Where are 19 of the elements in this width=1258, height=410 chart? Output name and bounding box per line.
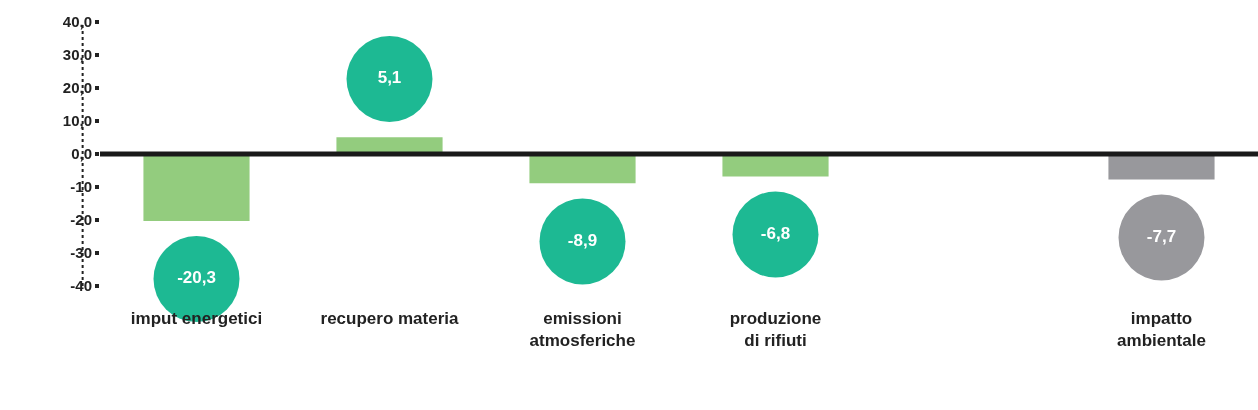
y-tick-label: 30,0	[62, 46, 92, 64]
data-label: -20,3	[177, 268, 216, 288]
y-tick-label: 10,0	[62, 112, 92, 130]
x-tick-label: recupero materia	[320, 309, 460, 328]
x-tick-label: imput energetici	[130, 309, 263, 328]
y-tick-label: -20	[70, 211, 92, 229]
y-tick-label: 40,0	[62, 13, 92, 31]
y-tick-label: -30	[70, 244, 92, 262]
y-tick-label: 20,0	[62, 79, 92, 97]
x-tick-label: produzione di rifiuti	[729, 309, 822, 351]
data-label: 5,1	[377, 68, 402, 88]
data-label: -6,8	[760, 223, 791, 243]
data-label: -7,7	[1146, 226, 1177, 246]
data-label: -8,9	[567, 230, 598, 250]
y-tick-label: -40	[70, 277, 92, 295]
x-tick-label: impatto ambientale	[1117, 309, 1206, 351]
x-tick-label: emissioni atmosferiche	[529, 309, 636, 351]
y-tick-label: 0,0	[71, 145, 92, 163]
y-tick-label: -10	[70, 178, 92, 196]
